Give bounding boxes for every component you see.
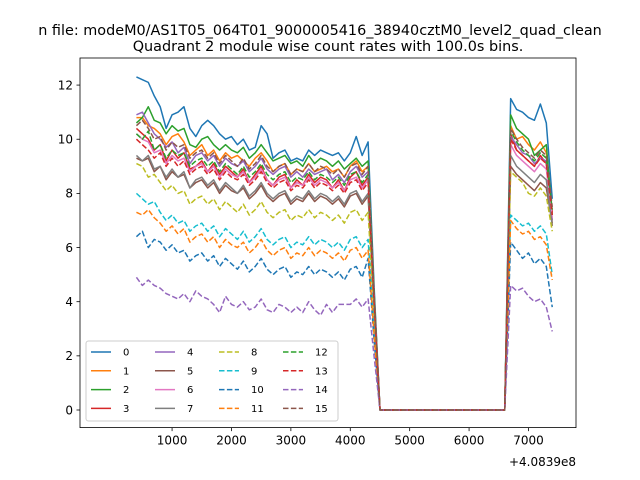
- legend-label: 14: [315, 385, 328, 396]
- legend-label: 1: [123, 366, 129, 377]
- legend-label: 12: [315, 348, 328, 359]
- y-tick-label: 8: [65, 187, 73, 201]
- legend-label: 13: [315, 366, 328, 377]
- x-offset-text: +4.0839e8: [509, 455, 576, 469]
- y-tick-label: 6: [65, 241, 73, 255]
- x-tick-label: 3000: [276, 434, 307, 448]
- y-axis: 0 2 4 6 8 10 12: [58, 78, 80, 417]
- chart-title: Quadrant 2 module wise count rates with …: [133, 39, 524, 55]
- x-tick-label: 2000: [216, 434, 247, 448]
- y-tick-label: 4: [65, 295, 73, 309]
- legend-label: 3: [123, 404, 129, 415]
- plot-lines: [135, 76, 553, 411]
- legend-label: 0: [123, 348, 129, 359]
- legend-label: 6: [187, 385, 193, 396]
- x-tick-label: 5000: [394, 434, 425, 448]
- legend-label: 10: [251, 385, 264, 396]
- chart-suptitle: n file: modeM0/AS1T05_064T01_9000005416_…: [38, 23, 602, 39]
- legend-label: 9: [251, 366, 257, 377]
- series-line-15: [135, 119, 553, 411]
- legend-label: 11: [251, 404, 264, 415]
- series-line-8: [136, 162, 553, 411]
- x-tick-label: 6000: [454, 434, 485, 448]
- x-tick-label: 7000: [513, 434, 544, 448]
- legend-label: 8: [251, 348, 257, 359]
- legend-label: 7: [187, 404, 193, 415]
- legend-label: 2: [123, 385, 129, 396]
- series-line-13: [135, 138, 553, 411]
- y-tick-label: 0: [65, 403, 73, 417]
- x-axis: 1000 2000 3000 4000 5000 6000 7000: [157, 427, 544, 448]
- legend-label: 4: [187, 348, 193, 359]
- y-tick-label: 12: [58, 78, 73, 92]
- plot-frame: [79, 57, 577, 429]
- x-tick-label: 4000: [335, 434, 366, 448]
- legend-label: 5: [187, 366, 193, 377]
- legend-label: 15: [315, 404, 328, 415]
- y-tick-label: 2: [65, 349, 73, 363]
- x-tick-label: 1000: [157, 434, 188, 448]
- series-line-9: [135, 192, 553, 411]
- y-tick-label: 10: [58, 133, 73, 147]
- legend-box: [85, 340, 339, 422]
